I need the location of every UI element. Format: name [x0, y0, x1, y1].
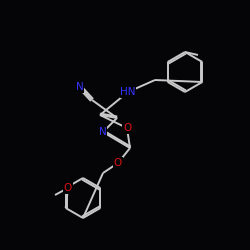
Text: O: O [64, 183, 72, 193]
Text: O: O [123, 123, 131, 133]
Text: HN: HN [120, 87, 136, 97]
Text: O: O [114, 158, 122, 168]
Text: N: N [76, 82, 84, 92]
Text: N: N [99, 127, 107, 137]
